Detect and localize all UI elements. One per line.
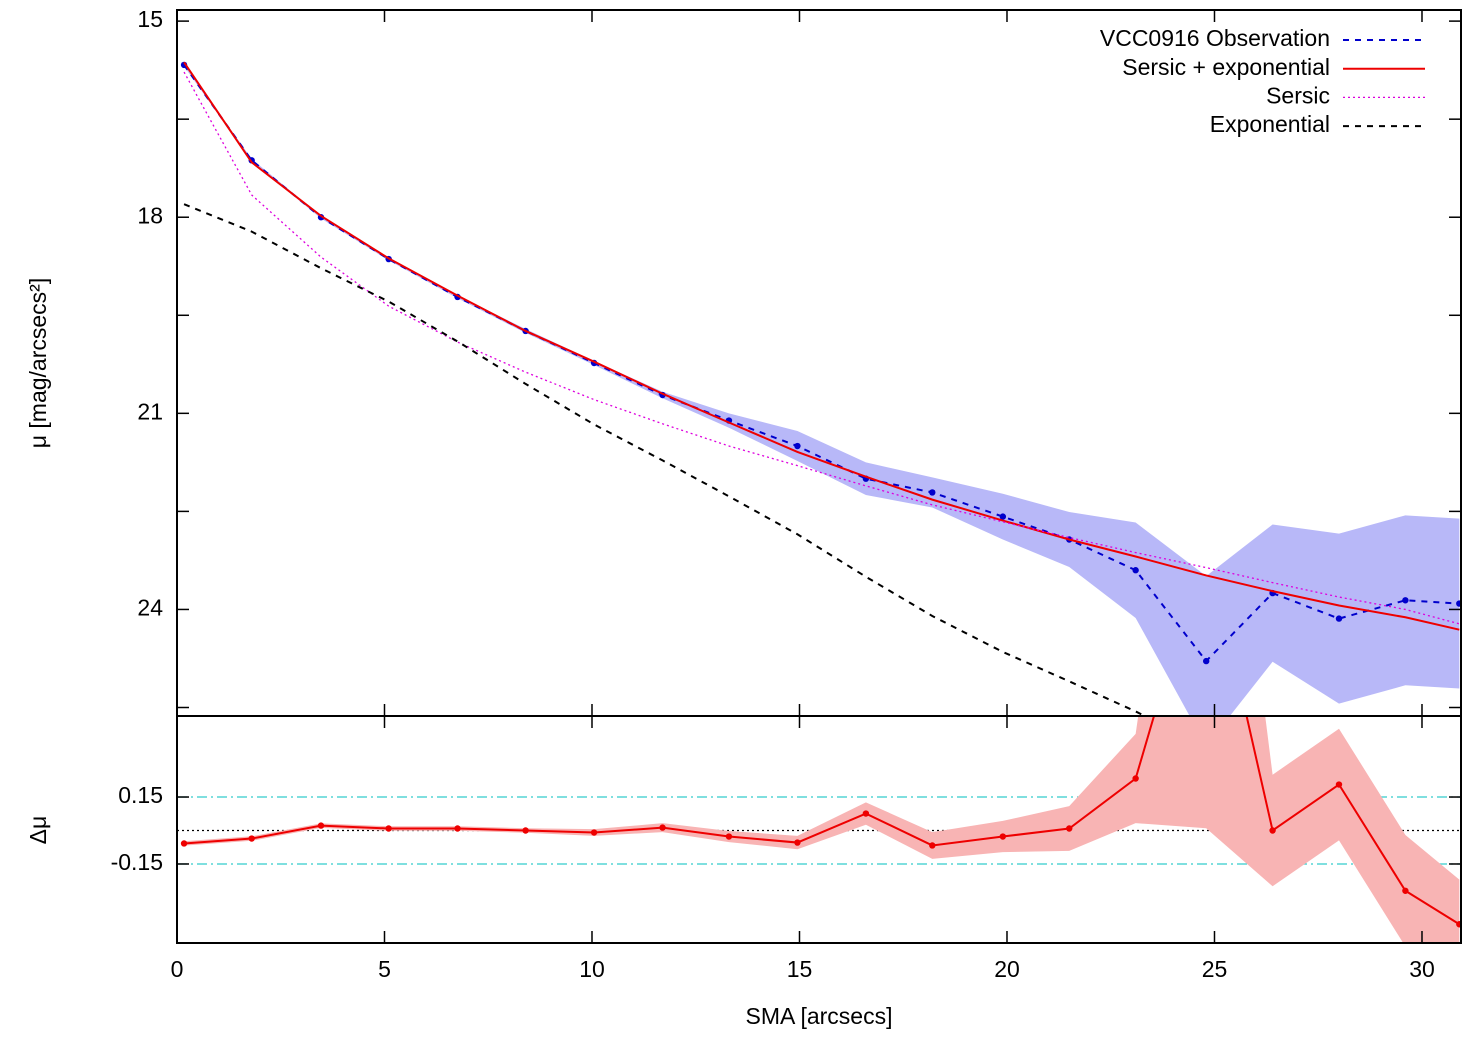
data-point	[1203, 535, 1209, 541]
x-axis-label: SMA [arcsecs]	[746, 1003, 893, 1029]
legend-label: Sersic	[1266, 82, 1330, 108]
data-point	[248, 835, 255, 842]
y-axis-label: μ [mag/arcsecs²]	[25, 278, 51, 448]
data-point	[794, 839, 801, 846]
series-line	[183, 716, 1460, 926]
y-tick-label: 15	[137, 6, 163, 32]
y-tick-label: 18	[137, 202, 163, 228]
x-tick-label: 30	[1409, 956, 1435, 982]
x-tick-label: 20	[994, 956, 1020, 982]
series-line	[183, 61, 1460, 631]
plot-frame	[176, 715, 1462, 944]
data-point	[1066, 825, 1073, 832]
x-tick-label: 15	[787, 956, 813, 982]
data-point	[1402, 597, 1409, 604]
plot-area	[180, 61, 1461, 716]
data-point	[794, 442, 801, 450]
data-point	[1456, 600, 1461, 607]
y-tick-label: 24	[137, 595, 163, 621]
data-point	[1132, 775, 1139, 782]
error-band	[184, 63, 1460, 716]
data-point	[317, 822, 325, 829]
data-point	[659, 824, 666, 831]
data-point	[385, 825, 392, 832]
y-tick-label: -0.15	[111, 849, 163, 875]
y-axis-label: Δμ	[25, 816, 51, 845]
data-point	[590, 829, 598, 836]
data-point	[1335, 781, 1343, 788]
data-point	[725, 833, 733, 840]
data-point	[1456, 921, 1461, 928]
legend-label: Exponential	[1210, 111, 1330, 137]
x-tick-label: 25	[1202, 956, 1228, 982]
legend-label: Sersic + exponential	[1122, 54, 1330, 80]
y-tick-label: 21	[137, 398, 163, 424]
data-point	[454, 825, 461, 832]
data-point	[999, 833, 1007, 840]
plot-area	[177, 535, 1461, 943]
data-point	[929, 842, 936, 849]
data-point	[522, 827, 529, 834]
error-band	[184, 716, 1460, 943]
data-point	[1132, 567, 1139, 574]
x-tick-label: 0	[171, 956, 184, 982]
data-point	[1402, 887, 1409, 894]
data-point	[1202, 657, 1210, 665]
x-tick-label: 10	[579, 956, 605, 982]
data-point	[180, 840, 188, 847]
data-point	[862, 810, 870, 817]
data-point	[929, 489, 936, 496]
data-point	[1269, 827, 1276, 834]
data-point	[1335, 615, 1343, 622]
data-point	[999, 513, 1007, 520]
y-tick-label: 0.15	[118, 782, 163, 808]
x-tick-label: 5	[378, 956, 391, 982]
series-line	[183, 203, 1148, 716]
legend-label: VCC0916 Observation	[1100, 25, 1330, 51]
